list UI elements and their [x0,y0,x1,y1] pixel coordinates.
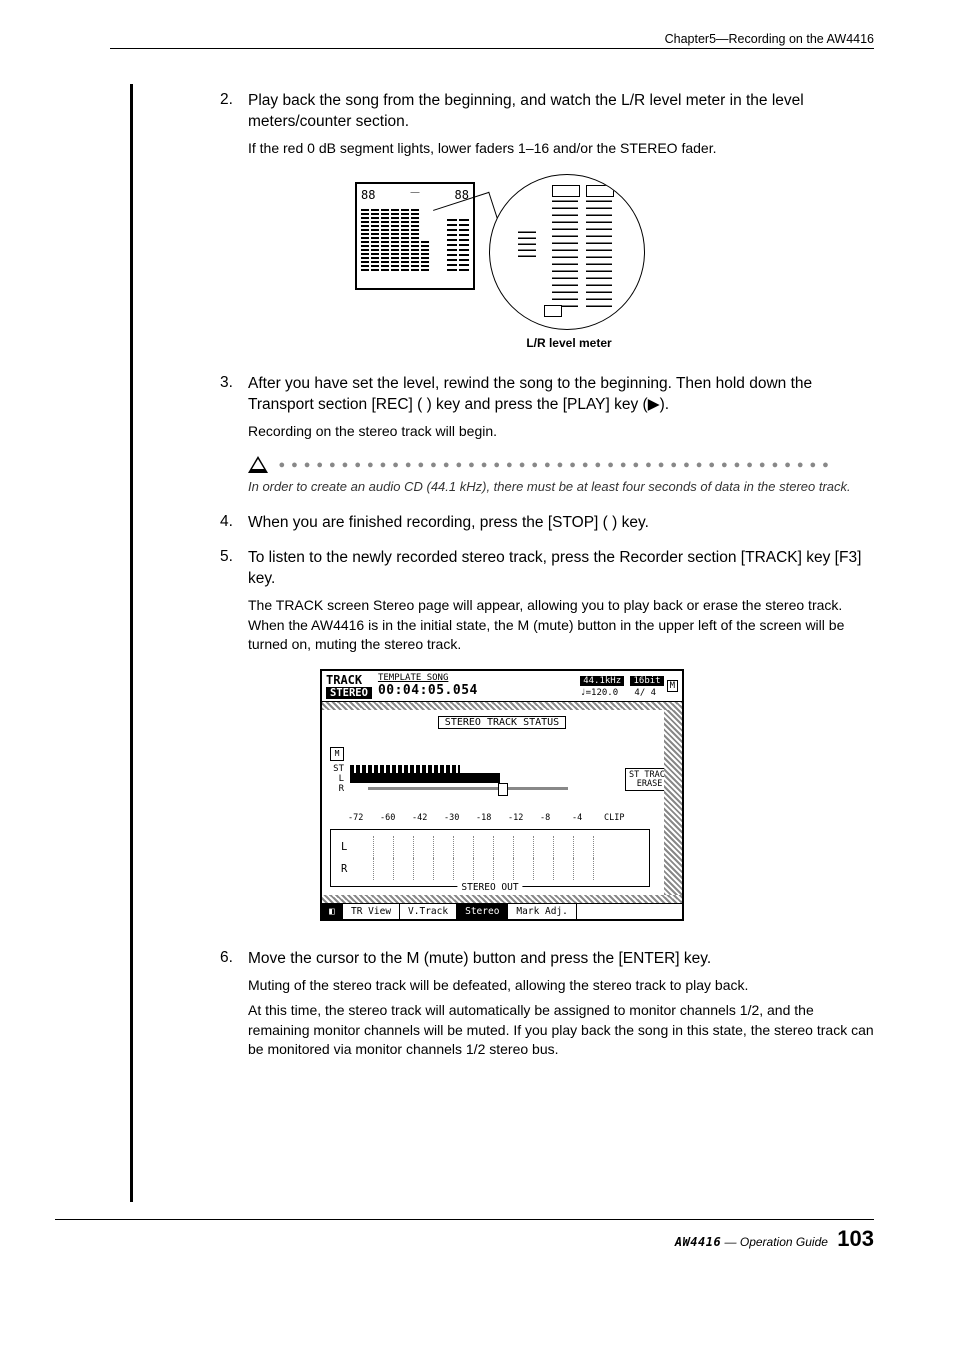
screen-header: TRACK STEREO TEMPLATE SONG 00:04:05.054 … [322,671,682,702]
tempo: ♩=120.0 [580,688,618,698]
warning-icon [248,456,268,473]
warning-text: In order to create an audio CD (44.1 kHz… [248,478,874,496]
stereo-out-box: L R STEREO OUT [330,829,650,887]
bits-badge: 16bit [630,676,663,686]
step-5: 5. To listen to the newly recorded stere… [220,548,874,655]
screen-title: TRACK [326,673,372,687]
page: Chapter5—Recording on the AW4416 2. Play… [0,0,954,1280]
brand: AW4416 [675,1235,721,1249]
status-label: STEREO TRACK STATUS [438,716,566,729]
step-title: Move the cursor to the M (mute) button a… [248,950,711,967]
chapter-header: Chapter5—Recording on the AW4416 [110,32,874,49]
m-icon: M [667,680,678,692]
page-footer: AW4416 — Operation Guide 103 [675,1219,874,1252]
step-4: 4. When you are finished recording, pres… [220,513,874,534]
tab-stereo[interactable]: Stereo [457,904,508,919]
step-3: 3. After you have set the level, rewind … [220,374,874,441]
meter-bar-r [350,773,500,783]
step-desc: The TRACK screen Stereo page will appear… [248,596,874,655]
st-meter-row: M [330,747,674,761]
tab-trview[interactable]: TR View [343,904,400,919]
out-r: R [341,863,347,875]
step-title: When you are finished recording, press t… [248,514,649,531]
meter-callout: L/R level meter [489,174,649,344]
screen-subtitle: STEREO [326,687,372,699]
side-pattern [664,710,682,895]
step-number: 6. [220,949,248,1060]
tab-vtrack[interactable]: V.Track [400,904,457,919]
step-title: To listen to the newly recorded stereo t… [248,549,861,587]
screen-badges: 44.1kHz 16bit ♩=120.0 4/ 4 M [580,674,678,698]
tab-markadj[interactable]: Mark Adj. [508,904,576,919]
step-desc: Recording on the stereo track will begin… [248,422,874,442]
rate-badge: 44.1kHz [580,676,624,686]
page-number: 103 [837,1226,874,1251]
dot-rule: ●●●●●●●●●●●●●●●●●●●●●●●●●●●●●●●●●●●●●●●●… [278,459,834,471]
screen-tabs: ◧ TR View V.Track Stereo Mark Adj. [322,903,682,919]
step-number: 5. [220,548,248,655]
step-body: Move the cursor to the M (mute) button a… [248,949,874,1060]
step-desc: Muting of the stereo track will be defea… [248,976,874,996]
step-number: 4. [220,513,248,534]
level-meter-figure: 88 ⎯⎯ 88 L/R level meter [130,182,874,344]
time-counter: 00:04:05.054 [378,683,478,698]
db-scale: -72-60 -42-30 -18-12 -8-4 CLIP [348,813,636,823]
side-rule [130,84,133,1202]
timesig: 4/ 4 [634,688,656,698]
step-number: 3. [220,374,248,441]
st-label: STLR [330,765,344,795]
callout-label: L/R level meter [489,336,649,350]
zoom-circle [489,174,645,330]
screen-body: STEREO TRACK STATUS M STLR ST TRACK ERAS… [322,702,682,895]
slider[interactable] [368,787,568,790]
guide-label: — Operation Guide [721,1235,828,1249]
step-body: To listen to the newly recorded stereo t… [248,548,874,655]
step-6: 6. Move the cursor to the M (mute) butto… [220,949,874,1060]
step-body: After you have set the level, rewind the… [248,374,874,441]
meter-segments: 88 ⎯⎯ 88 [361,188,469,202]
tab-icon[interactable]: ◧ [322,904,343,919]
mute-button[interactable]: M [330,747,344,761]
template-name: TEMPLATE SONG [378,673,478,683]
meter-bar-l [350,765,460,773]
step-title: After you have set the level, rewind the… [248,375,812,413]
step-body: When you are finished recording, press t… [248,513,874,534]
warning-note: ●●●●●●●●●●●●●●●●●●●●●●●●●●●●●●●●●●●●●●●●… [248,456,874,496]
track-screen: TRACK STEREO TEMPLATE SONG 00:04:05.054 … [320,669,684,921]
seg-left: 88 [361,188,375,202]
stereo-out-label: STEREO OUT [457,882,522,893]
step-desc: If the red 0 dB segment lights, lower fa… [248,139,874,159]
out-l: L [341,841,347,853]
step-title: Play back the song from the beginning, a… [248,92,804,130]
step-desc: At this time, the stereo track will auto… [248,1001,874,1060]
step-number: 2. [220,91,248,158]
step-body: Play back the song from the beginning, a… [248,91,874,158]
step-2: 2. Play back the song from the beginning… [220,91,874,158]
